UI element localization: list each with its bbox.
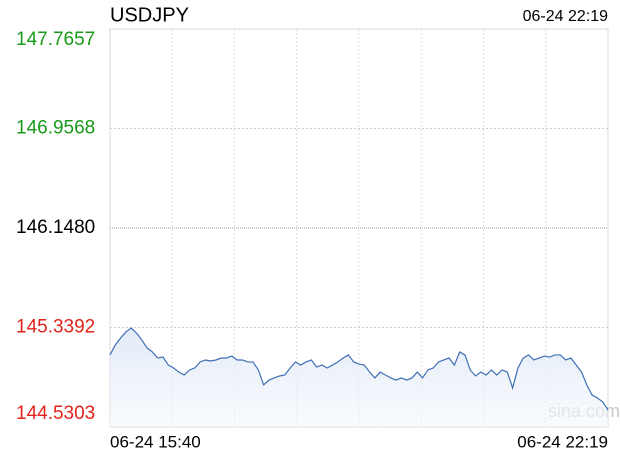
x-tick-label: 06-24 15:40 xyxy=(110,432,201,451)
area-fill xyxy=(110,328,608,427)
y-tick-label: 146.1480 xyxy=(16,217,95,238)
y-tick-label: 145.3392 xyxy=(16,317,95,338)
y-tick-label: 144.5303 xyxy=(16,403,95,424)
timestamp: 06-24 22:19 xyxy=(523,8,609,25)
price-line xyxy=(109,327,609,411)
chart-title: USDJPY xyxy=(110,4,189,26)
x-tick-label: 06-24 22:19 xyxy=(517,432,608,451)
y-tick-label: 146.9568 xyxy=(16,118,95,139)
y-tick-label: 147.7657 xyxy=(16,29,95,50)
